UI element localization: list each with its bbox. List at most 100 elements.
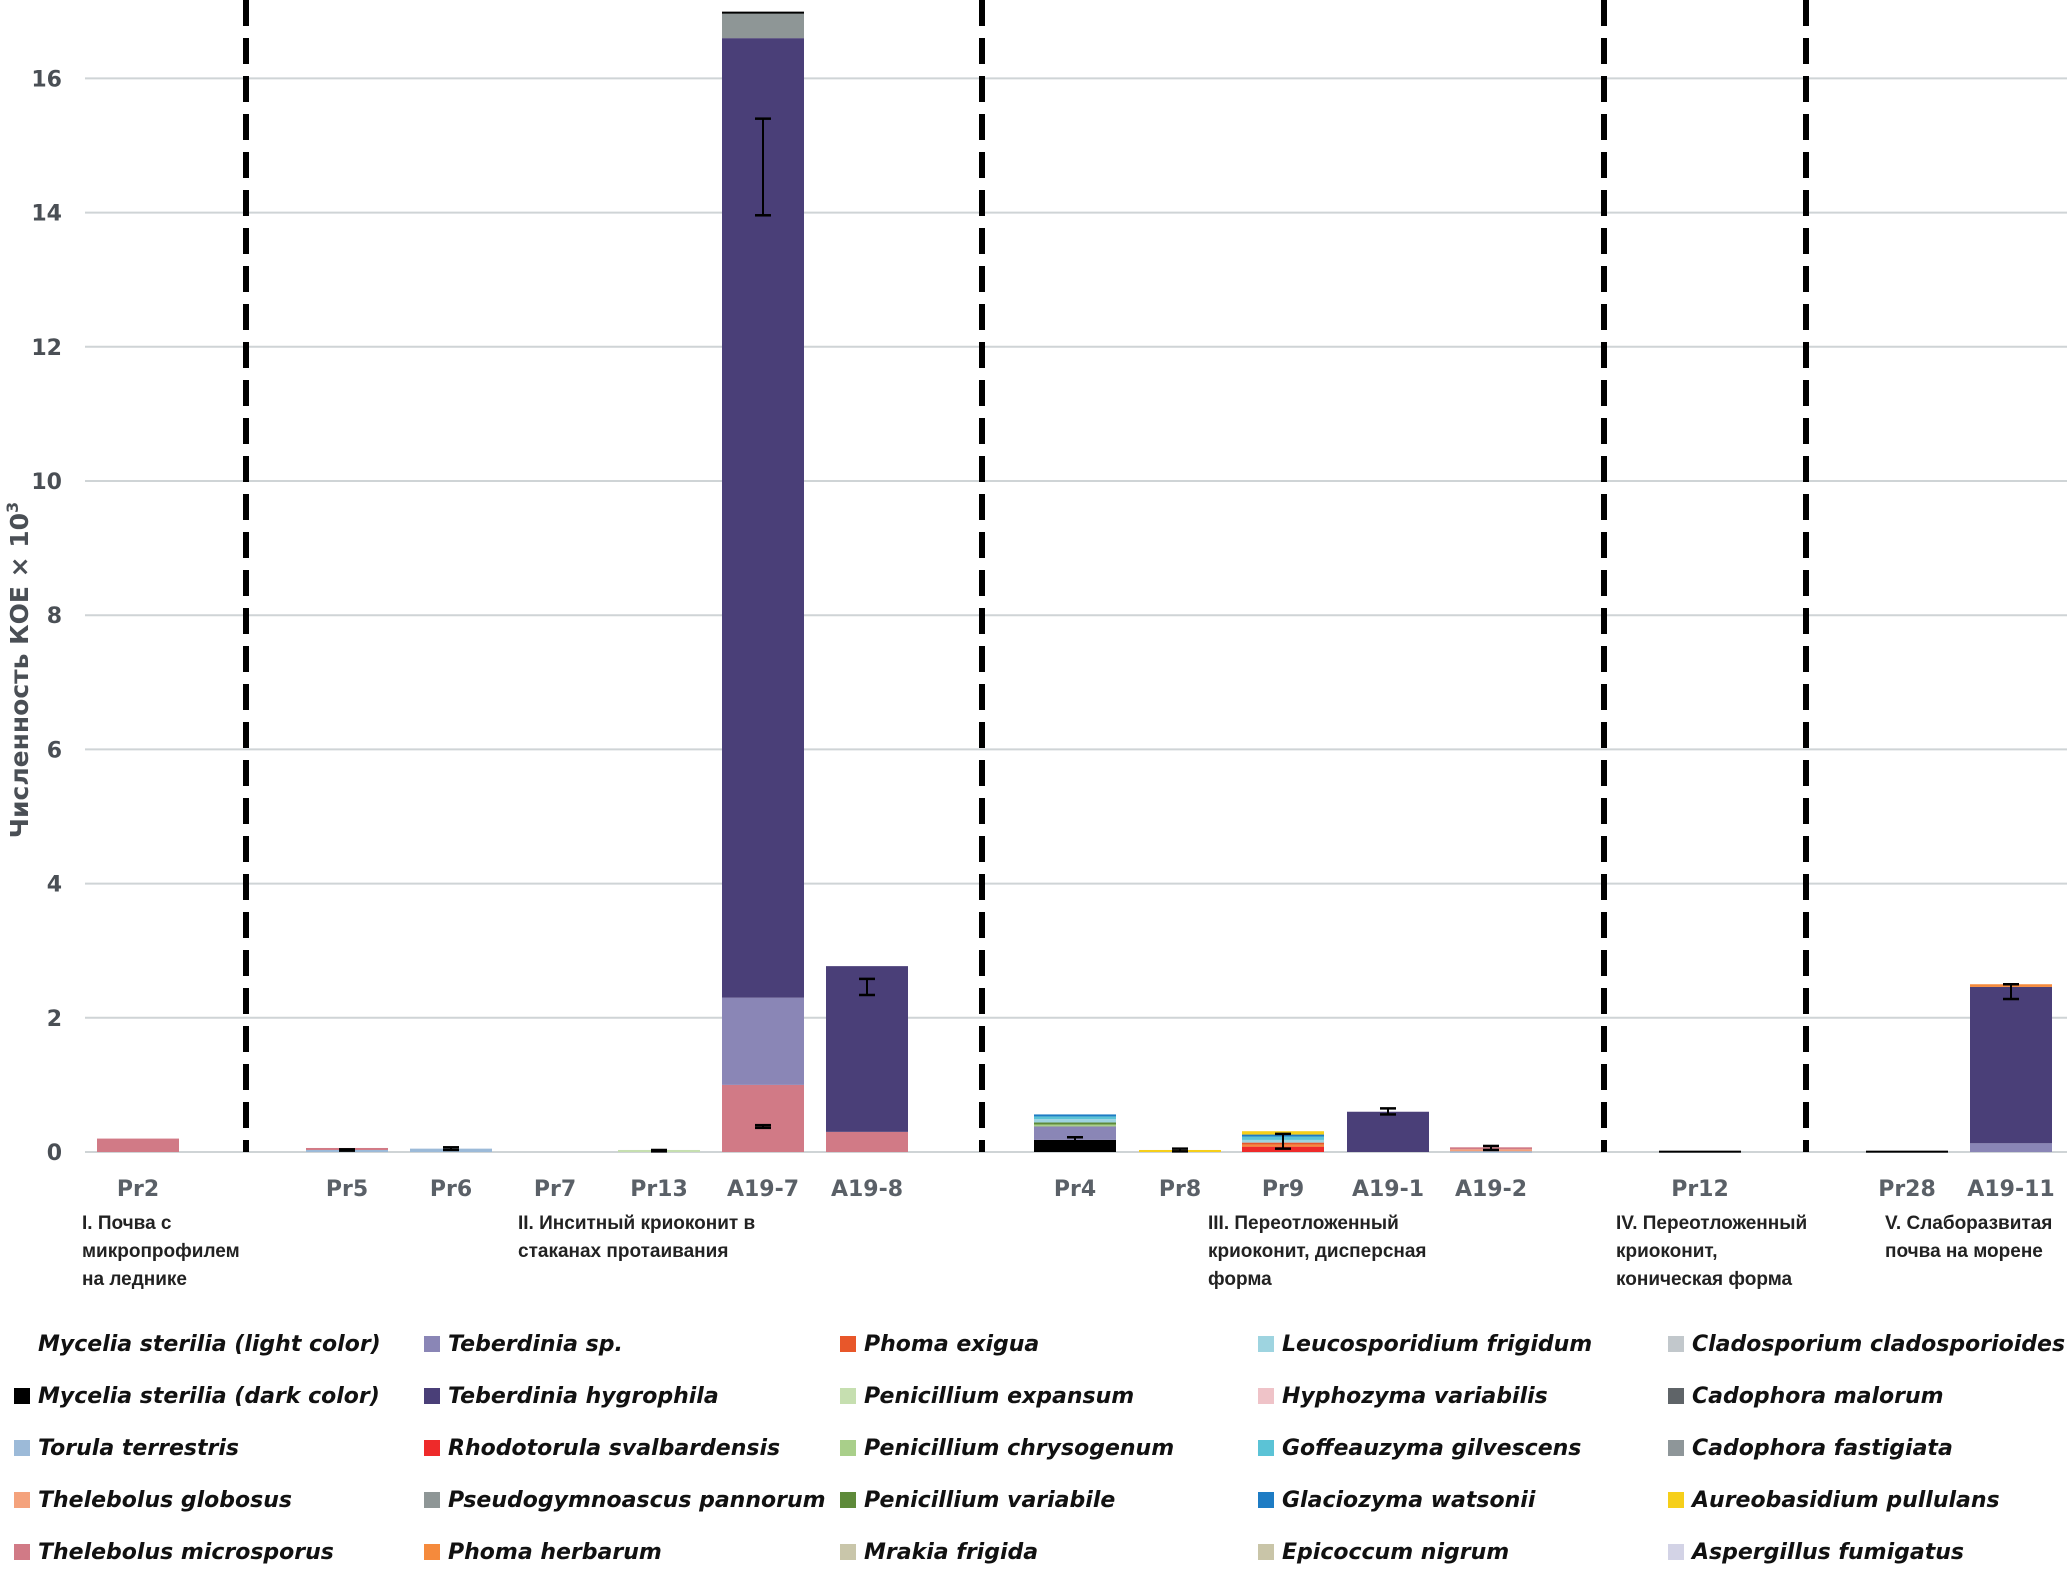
group-label-line: II. Инситный криоконит в xyxy=(518,1213,756,1234)
legend-swatch xyxy=(424,1336,440,1352)
group-label-line: IV. Переотложенный xyxy=(1616,1213,1808,1234)
bar-segment xyxy=(722,12,804,39)
bar-segment xyxy=(1034,1119,1116,1123)
legend-item: Aspergillus fumigatus xyxy=(1668,1526,2065,1578)
legend-item: Cadophora malorum xyxy=(1668,1370,2065,1422)
x-tick-label: Pr5 xyxy=(326,1177,368,1202)
legend-swatch xyxy=(1668,1492,1684,1508)
error-bar xyxy=(651,1148,667,1153)
legend-item: Penicillium chrysogenum xyxy=(840,1422,1174,1474)
y-axis-label: Численность КОЕ × 103 xyxy=(3,502,34,838)
legend-column: Teberdinia sp. Teberdinia hygrophila Rhodo… xyxy=(424,1318,826,1578)
legend-label: Torula terrestris xyxy=(38,1435,239,1461)
legend-swatch xyxy=(840,1336,856,1352)
bar-segment xyxy=(1347,1111,1429,1152)
legend-item: Penicillium variabile xyxy=(840,1474,1174,1526)
x-tick-label: Pr7 xyxy=(534,1177,576,1202)
bar-segment xyxy=(1034,1126,1116,1140)
x-tick-label: A19-11 xyxy=(1967,1177,2054,1202)
legend-item: Phoma exigua xyxy=(840,1318,1174,1370)
y-tick-label: 0 xyxy=(47,1141,62,1166)
legend-label: Mycelia sterilia (light color) xyxy=(38,1331,381,1357)
x-tick-label: Pr12 xyxy=(1671,1177,1729,1202)
x-tick-label: Pr9 xyxy=(1262,1177,1304,1202)
legend-label: Goffeauzyma gilvescens xyxy=(1282,1435,1582,1461)
x-tick-label: A19-8 xyxy=(831,1177,903,1202)
legend-swatch xyxy=(14,1492,30,1508)
legend-label: Thelebolus globosus xyxy=(38,1487,292,1513)
y-tick-label: 8 xyxy=(47,604,62,629)
legend-swatch xyxy=(14,1440,30,1456)
legend-label: Rhodotorula svalbardensis xyxy=(448,1435,781,1461)
x-tick-label: A19-2 xyxy=(1455,1177,1527,1202)
legend-column: Leucosporidium frigidum Hyphozyma variabi… xyxy=(1258,1318,1592,1578)
group-label-line: микропрофилем xyxy=(82,1241,240,1262)
bar-segment xyxy=(1450,1150,1532,1153)
y-tick-label: 12 xyxy=(31,336,62,361)
legend-item: Aureobasidium pullulans xyxy=(1668,1474,2065,1526)
legend-label: Aspergillus fumigatus xyxy=(1692,1539,1964,1565)
legend-label: Cladosporium cladosporioides xyxy=(1692,1331,2066,1357)
bar-stack xyxy=(1034,1114,1116,1152)
group-label: IV. Переотложенный криоконит, коническая ф… xyxy=(1616,1210,1807,1294)
legend-label: Penicillium chrysogenum xyxy=(864,1435,1175,1461)
legend-item: Epicoccum nigrum xyxy=(1258,1526,1592,1578)
legend-swatch xyxy=(1258,1336,1274,1352)
legend-swatch xyxy=(1258,1492,1274,1508)
legend-column: Cladosporium cladosporioides Cadophora ma… xyxy=(1668,1318,2065,1578)
bar-stack xyxy=(1866,1150,1948,1153)
group-separators xyxy=(243,0,1809,1152)
legend-item: Mrakia frigida xyxy=(840,1526,1174,1578)
legend-item: Pseudogymnoascus pannorum xyxy=(424,1474,826,1526)
error-bar xyxy=(1483,1144,1499,1152)
bar-segment xyxy=(1970,1143,2052,1152)
legend-swatch xyxy=(1258,1388,1274,1404)
legend-swatch xyxy=(1668,1544,1684,1560)
error-bar xyxy=(1172,1147,1188,1153)
error-bar xyxy=(1275,1132,1291,1150)
legend-swatch xyxy=(14,1544,30,1560)
y-axis-label-main: Численность КОЕ × 10 xyxy=(5,513,34,838)
bar-segment xyxy=(826,1131,908,1152)
legend-swatch xyxy=(1668,1440,1684,1456)
legend-item: Leucosporidium frigidum xyxy=(1258,1318,1592,1370)
error-bar xyxy=(859,977,875,997)
legend-column: Phoma exigua Penicillium expansum Penicill… xyxy=(840,1318,1174,1578)
legend-swatch xyxy=(1668,1336,1684,1352)
legend-swatch xyxy=(840,1388,856,1404)
legend-item: Thelebolus microsporus xyxy=(14,1526,381,1578)
bar-segment xyxy=(1866,1150,1948,1153)
legend-label: Phoma herbarum xyxy=(448,1539,662,1565)
x-tick-label: Pr13 xyxy=(630,1177,688,1202)
legend-label: Leucosporidium frigidum xyxy=(1282,1331,1593,1357)
legend-label: Cadophora malorum xyxy=(1692,1383,1944,1409)
legend-item: Goffeauzyma gilvescens xyxy=(1258,1422,1592,1474)
legend-label: Teberdinia sp. xyxy=(448,1331,623,1357)
group-label-line: I. Почва с xyxy=(82,1213,172,1234)
group-label-line: коническая форма xyxy=(1616,1269,1793,1290)
group-label-line: стаканах протаивания xyxy=(518,1241,729,1262)
bar-stack xyxy=(1347,1111,1429,1152)
legend-label: Mrakia frigida xyxy=(864,1539,1039,1565)
legend-label: Penicillium expansum xyxy=(864,1383,1135,1409)
bar-stack xyxy=(1970,984,2052,1152)
legend-swatch xyxy=(1258,1544,1274,1560)
x-tick-label: A19-1 xyxy=(1352,1177,1424,1202)
legend-swatch xyxy=(1258,1440,1274,1456)
legend-item: Torula terrestris xyxy=(14,1422,381,1474)
legend-item: Glaciozyma watsonii xyxy=(1258,1474,1592,1526)
y-tick-label: 4 xyxy=(47,873,62,898)
bar-segment xyxy=(1659,1150,1741,1153)
legend-item: Penicillium expansum xyxy=(840,1370,1174,1422)
error-bar xyxy=(2003,983,2019,1001)
error-bar xyxy=(1380,1107,1396,1116)
group-label-line: криоконит, дисперсная xyxy=(1208,1241,1427,1262)
x-axis-ticks: Pr2 Pr5 Pr6 Pr7 Pr13 A19-7 A19-8 Pr4 Pr8 Pr9 A19-1… xyxy=(117,1177,2055,1202)
x-tick-label: Pr6 xyxy=(430,1177,472,1202)
legend-label: Hyphozyma variabilis xyxy=(1282,1383,1548,1409)
legend-swatch xyxy=(14,1388,30,1404)
bar-segment xyxy=(722,1084,804,1152)
bar-segment xyxy=(1970,986,2052,1144)
y-axis-ticks: 0 2 4 6 8 10 12 14 16 xyxy=(31,67,62,1166)
legend-column: Mycelia sterilia (light color) Mycelia st… xyxy=(14,1318,381,1578)
